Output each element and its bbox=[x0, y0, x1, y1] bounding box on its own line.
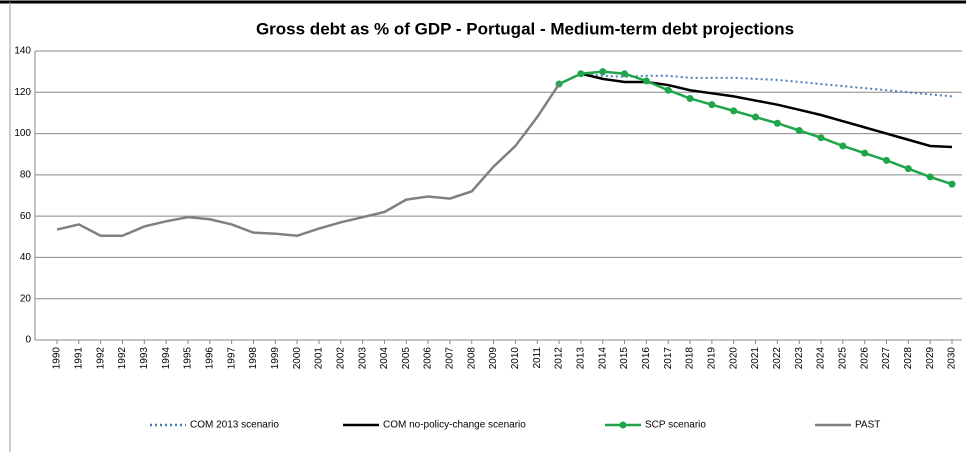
series-marker bbox=[773, 119, 781, 127]
x-tick-label: 2020 bbox=[728, 347, 739, 370]
series-marker bbox=[577, 70, 585, 78]
series-line bbox=[558, 70, 953, 186]
y-tick-label: 20 bbox=[20, 293, 32, 304]
series-line bbox=[580, 72, 953, 149]
x-tick-label: 2027 bbox=[881, 347, 892, 370]
x-tick-label: 2004 bbox=[379, 347, 390, 370]
x-tick-label: 1994 bbox=[161, 347, 172, 370]
x-tick-label: 2010 bbox=[510, 347, 521, 370]
x-tick-label: 2028 bbox=[903, 347, 914, 370]
legend-label: COM 2013 scenario bbox=[190, 420, 279, 431]
x-tick-label: 2015 bbox=[619, 347, 630, 370]
x-tick-label: 1991 bbox=[73, 347, 84, 370]
x-tick-label: 2021 bbox=[750, 347, 761, 370]
y-tick-label: 40 bbox=[20, 252, 32, 263]
legend-label: SCP scenario bbox=[645, 420, 706, 431]
x-tick-label: 2019 bbox=[707, 347, 718, 370]
x-tick-label: 1998 bbox=[248, 347, 259, 370]
x-tick-label: 1997 bbox=[226, 347, 237, 370]
series-marker bbox=[883, 156, 891, 164]
x-tick-label: 2003 bbox=[357, 347, 368, 370]
legend-item: COM no-policy-change scenario bbox=[343, 420, 526, 431]
x-tick-label: 2022 bbox=[772, 347, 783, 370]
series-marker bbox=[642, 77, 650, 85]
y-tick-label: 0 bbox=[25, 335, 31, 346]
legend-item: PAST bbox=[815, 420, 880, 431]
series-marker bbox=[621, 70, 629, 78]
x-tick-label: 1990 bbox=[52, 347, 63, 370]
x-tick-label: 2025 bbox=[837, 347, 848, 370]
series-marker bbox=[686, 94, 694, 102]
chart-title: Gross debt as % of GDP - Portugal - Medi… bbox=[256, 19, 794, 38]
series-marker bbox=[708, 101, 716, 109]
series-marker bbox=[664, 86, 672, 94]
series-marker bbox=[817, 134, 825, 142]
x-tick-label: 2013 bbox=[576, 347, 587, 370]
x-tick-label: 2002 bbox=[335, 347, 346, 370]
legend-item: SCP scenario bbox=[605, 420, 706, 431]
x-tick-label: 1999 bbox=[270, 347, 281, 370]
x-tick-label: 2023 bbox=[794, 347, 805, 370]
x-tick-label: 2012 bbox=[554, 347, 565, 370]
y-tick-label: 140 bbox=[14, 46, 31, 57]
y-tick-label: 120 bbox=[14, 87, 31, 98]
series-marker bbox=[861, 149, 869, 157]
x-tick-label: 2000 bbox=[292, 347, 303, 370]
series-marker bbox=[599, 68, 607, 76]
x-tick-label: 2024 bbox=[816, 347, 827, 370]
x-tick-label: 2026 bbox=[859, 347, 870, 370]
x-tick-label: 2016 bbox=[641, 347, 652, 370]
x-tick-label: 1992 bbox=[117, 347, 128, 370]
x-tick-label: 2030 bbox=[947, 347, 958, 370]
x-tick-label: 2029 bbox=[925, 347, 936, 370]
y-tick-label: 100 bbox=[14, 128, 31, 139]
y-tick-label: 80 bbox=[20, 169, 32, 180]
legend-marker bbox=[619, 421, 627, 429]
series-marker bbox=[730, 107, 738, 115]
x-tick-label: 2005 bbox=[401, 347, 412, 370]
x-tick-label: 2006 bbox=[423, 347, 434, 370]
series-marker bbox=[752, 113, 760, 121]
x-tick-label: 2011 bbox=[532, 347, 543, 369]
legend-label: PAST bbox=[855, 420, 880, 431]
series-marker bbox=[839, 142, 847, 150]
legend-label: COM no-policy-change scenario bbox=[383, 420, 526, 431]
series-marker bbox=[795, 126, 803, 134]
x-tick-label: 1995 bbox=[183, 347, 194, 370]
x-tick-label: 2007 bbox=[445, 347, 456, 370]
series-line bbox=[56, 83, 561, 238]
y-tick-label: 60 bbox=[20, 211, 32, 222]
x-tick-label: 2008 bbox=[466, 347, 477, 370]
x-tick-label: 1996 bbox=[204, 347, 215, 370]
legend-item: COM 2013 scenario bbox=[150, 420, 279, 431]
series-line bbox=[580, 72, 953, 98]
series-marker bbox=[904, 165, 912, 173]
x-tick-label: 2001 bbox=[314, 347, 325, 370]
x-tick-label: 2017 bbox=[663, 347, 674, 370]
x-tick-label: 2014 bbox=[597, 347, 608, 370]
x-tick-label: 2018 bbox=[685, 347, 696, 370]
x-tick-label: 1992 bbox=[95, 347, 106, 370]
series-marker bbox=[948, 180, 956, 188]
x-tick-label: 1993 bbox=[139, 347, 150, 370]
x-tick-label: 2009 bbox=[488, 347, 499, 370]
series-marker bbox=[926, 173, 934, 181]
